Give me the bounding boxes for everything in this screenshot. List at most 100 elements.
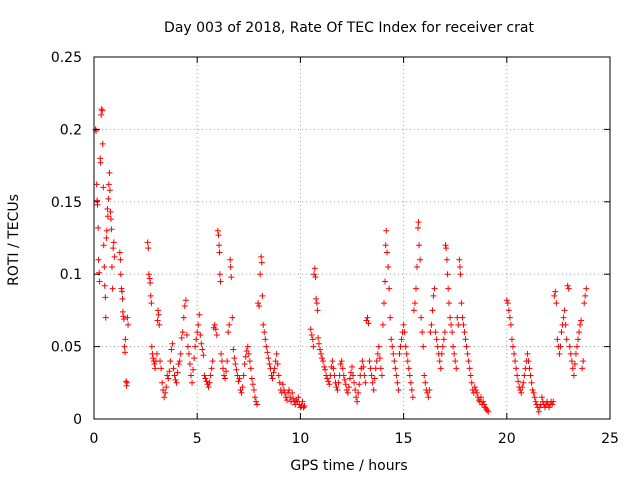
data-point bbox=[163, 384, 170, 391]
data-point bbox=[320, 358, 327, 365]
data-point bbox=[147, 292, 154, 299]
data-point bbox=[393, 372, 400, 379]
data-point bbox=[192, 343, 199, 350]
data-point bbox=[407, 379, 414, 386]
data-point bbox=[575, 336, 582, 343]
data-point bbox=[468, 379, 475, 386]
data-point bbox=[246, 358, 253, 365]
data-point bbox=[354, 398, 361, 405]
data-point bbox=[379, 321, 386, 328]
data-point bbox=[552, 288, 559, 295]
data-point bbox=[244, 343, 251, 350]
data-point bbox=[231, 355, 238, 362]
data-point bbox=[350, 372, 357, 379]
data-point bbox=[271, 365, 278, 372]
data-point bbox=[290, 395, 297, 402]
data-point bbox=[107, 208, 114, 215]
data-point bbox=[382, 242, 389, 249]
data-point bbox=[259, 292, 266, 299]
data-point bbox=[579, 365, 586, 372]
data-point bbox=[124, 379, 131, 386]
data-point bbox=[386, 285, 393, 292]
data-point bbox=[345, 384, 352, 391]
data-point bbox=[428, 321, 435, 328]
data-point bbox=[375, 343, 382, 350]
data-point bbox=[529, 387, 536, 394]
data-point bbox=[457, 271, 464, 278]
data-point bbox=[429, 307, 436, 314]
data-point bbox=[166, 368, 173, 375]
data-point bbox=[104, 206, 111, 213]
data-point bbox=[276, 379, 283, 386]
data-point bbox=[443, 256, 450, 263]
data-point bbox=[200, 352, 207, 359]
data-point bbox=[197, 332, 204, 339]
data-point bbox=[398, 336, 405, 343]
data-point bbox=[372, 365, 379, 372]
data-point bbox=[161, 394, 168, 401]
data-point bbox=[215, 232, 222, 239]
data-point bbox=[116, 249, 123, 256]
data-point bbox=[122, 336, 129, 343]
data-point bbox=[560, 314, 567, 321]
data-point bbox=[208, 365, 215, 372]
data-point bbox=[480, 398, 487, 405]
data-point bbox=[432, 329, 439, 336]
data-point bbox=[385, 263, 392, 270]
data-point bbox=[430, 292, 437, 299]
data-point bbox=[422, 379, 429, 386]
data-point bbox=[240, 372, 247, 379]
data-point bbox=[434, 343, 441, 350]
data-point bbox=[152, 365, 159, 372]
data-point bbox=[536, 404, 543, 411]
data-point bbox=[101, 263, 108, 270]
data-point bbox=[241, 360, 248, 367]
data-point bbox=[412, 285, 419, 292]
data-point bbox=[527, 372, 534, 379]
data-point bbox=[167, 358, 174, 365]
data-point bbox=[337, 360, 344, 367]
data-point bbox=[444, 271, 451, 278]
data-point bbox=[178, 334, 185, 341]
data-point bbox=[454, 314, 461, 321]
data-point bbox=[206, 379, 213, 386]
data-point bbox=[351, 379, 358, 386]
data-point bbox=[286, 387, 293, 394]
data-point bbox=[420, 343, 427, 350]
data-point bbox=[538, 394, 545, 401]
data-point bbox=[326, 381, 333, 388]
data-point bbox=[321, 363, 328, 370]
data-point bbox=[315, 340, 322, 347]
data-point bbox=[404, 358, 411, 365]
data-point bbox=[283, 397, 290, 404]
data-point bbox=[159, 379, 166, 386]
data-point bbox=[464, 350, 471, 357]
data-point bbox=[392, 365, 399, 372]
data-point bbox=[396, 350, 403, 357]
data-point bbox=[473, 389, 480, 396]
data-point bbox=[365, 320, 372, 327]
data-point bbox=[235, 378, 242, 385]
data-point bbox=[108, 263, 115, 270]
y-tick-label: 0.1 bbox=[60, 267, 82, 283]
data-point bbox=[554, 336, 561, 343]
y-tick-label: 0.15 bbox=[51, 195, 82, 211]
data-point bbox=[216, 249, 223, 256]
data-point bbox=[409, 394, 416, 401]
data-point bbox=[341, 376, 348, 383]
data-point bbox=[405, 365, 412, 372]
data-point bbox=[571, 360, 578, 367]
x-tick-label: 15 bbox=[395, 431, 413, 447]
x-tick-label: 20 bbox=[498, 431, 516, 447]
data-point bbox=[445, 285, 452, 292]
data-point bbox=[582, 292, 589, 299]
data-point bbox=[460, 321, 467, 328]
data-point bbox=[563, 336, 570, 343]
data-point bbox=[171, 372, 178, 379]
data-point bbox=[120, 313, 127, 320]
data-point bbox=[339, 365, 346, 372]
data-point bbox=[448, 321, 455, 328]
data-point bbox=[144, 239, 151, 246]
data-point bbox=[383, 227, 390, 234]
